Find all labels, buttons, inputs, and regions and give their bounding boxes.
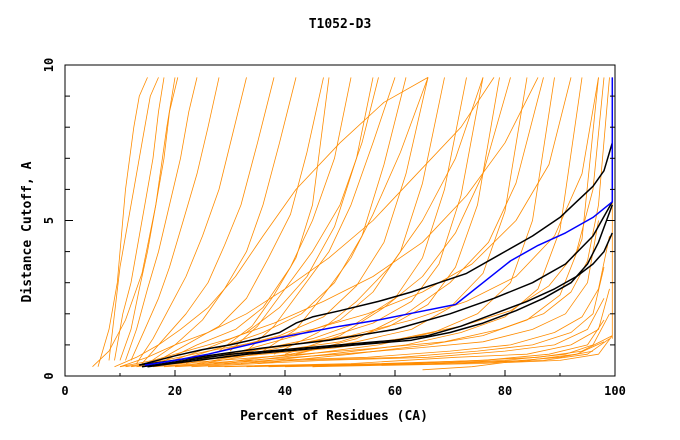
- series-line-orange-6: [136, 77, 247, 364]
- series-line-orange-45: [246, 77, 396, 352]
- x-tick-label: 60: [388, 384, 402, 398]
- y-axis-label: Distance Cutoff, A: [20, 161, 35, 302]
- series-line-orange-0: [97, 77, 148, 367]
- series-line-orange-31: [163, 235, 610, 368]
- series-line-orange-23: [114, 77, 429, 368]
- series-line-orange-27: [130, 77, 599, 368]
- series-line-orange-33: [191, 298, 605, 368]
- series-line-orange-5: [130, 77, 220, 361]
- x-tick-label: 0: [61, 384, 68, 398]
- series-line-orange-1: [108, 77, 159, 361]
- x-tick-label: 20: [168, 384, 182, 398]
- series-line-orange-10: [158, 77, 352, 364]
- tick-layer: 0 20 40 60 80 100 0 5 10: [42, 58, 626, 398]
- series-line-orange-43: [218, 77, 330, 352]
- series-line-orange-16: [196, 77, 484, 364]
- series-line-orange-34: [207, 288, 610, 368]
- x-axis-label: Percent of Residues (CA): [240, 409, 428, 424]
- series-line-orange-22: [92, 77, 176, 367]
- series-line-orange-9: [152, 77, 324, 364]
- y-tick-label: 10: [42, 58, 56, 72]
- series-line-orange-30: [152, 220, 599, 368]
- series-line-orange-39: [312, 335, 613, 368]
- series-line-orange-2: [114, 77, 165, 361]
- series-line-orange-29: [141, 77, 610, 368]
- series-line-blue-54: [144, 77, 614, 366]
- series-line-black-53: [139, 201, 613, 366]
- series-line-orange-40: [312, 335, 613, 368]
- series-line-orange-35: [224, 319, 605, 368]
- series-line-orange-28: [136, 77, 605, 368]
- series-line-orange-11: [163, 77, 374, 364]
- series-line-black-52: [147, 204, 614, 368]
- series-line-orange-47: [273, 77, 484, 355]
- x-tick-label: 40: [278, 384, 292, 398]
- series-line-orange-46: [262, 77, 429, 352]
- x-tick-label: 100: [604, 384, 626, 398]
- series-line-orange-25: [119, 77, 539, 368]
- series-line-orange-4: [125, 77, 198, 361]
- series-line-orange-3: [119, 77, 179, 361]
- series-line-black-50: [139, 142, 614, 366]
- series-line-orange-41: [422, 350, 594, 371]
- series-line-orange-49: [295, 77, 544, 355]
- series-line-orange-44: [229, 77, 379, 352]
- series-line-orange-32: [174, 267, 605, 368]
- series-line-orange-13: [174, 77, 429, 364]
- series-line-orange-38: [284, 338, 610, 368]
- series-line-orange-20: [240, 77, 583, 364]
- y-tick-label: 0: [42, 372, 56, 379]
- series-layer: [92, 77, 614, 371]
- series-line-orange-48: [284, 77, 511, 355]
- series-line-orange-26: [125, 77, 572, 368]
- y-tick-label: 5: [42, 217, 56, 224]
- series-line-orange-7: [141, 77, 275, 364]
- x-tick-label: 80: [498, 384, 512, 398]
- series-line-black-51: [141, 232, 613, 368]
- chart-title: T1052-D3: [309, 17, 372, 32]
- series-line-orange-8: [147, 77, 297, 364]
